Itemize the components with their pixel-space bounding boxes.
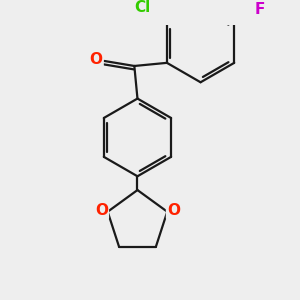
Text: O: O [90,52,103,67]
Text: O: O [95,203,108,218]
Text: O: O [167,203,180,218]
Text: F: F [255,2,265,17]
Text: Cl: Cl [135,0,151,15]
